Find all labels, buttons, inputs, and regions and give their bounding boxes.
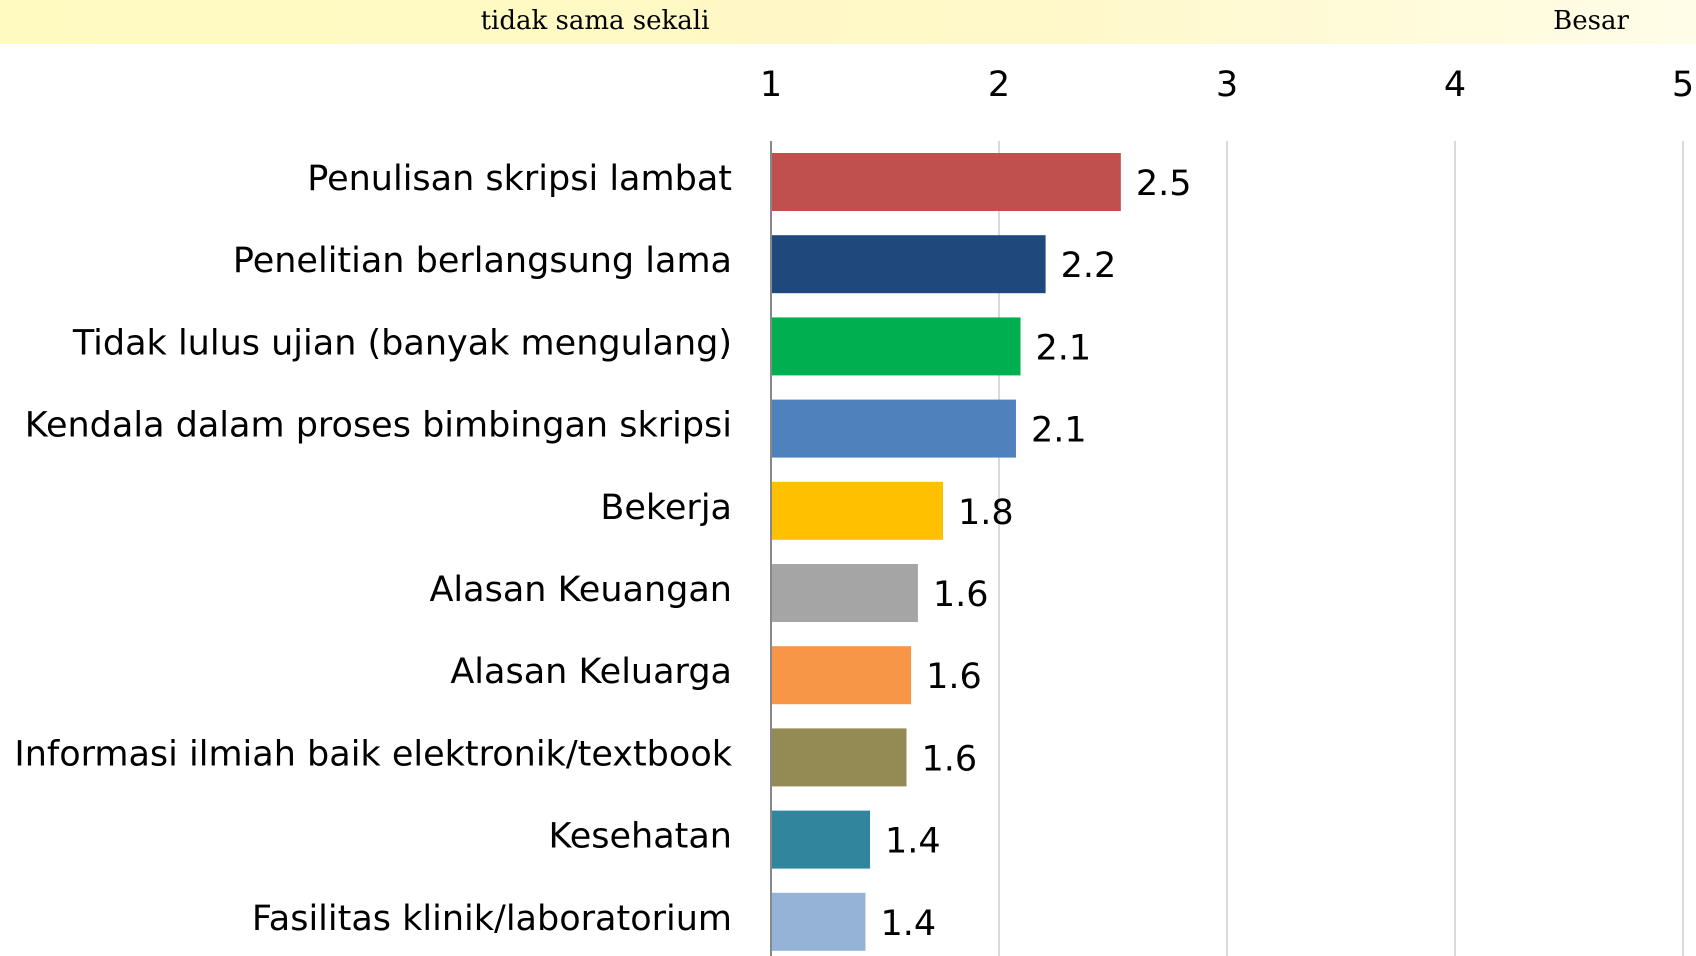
x-tick-label: 3 <box>1216 65 1238 105</box>
value-label: 1.4 <box>885 822 941 862</box>
bar <box>772 481 943 540</box>
bar <box>772 317 1021 376</box>
bar <box>772 892 866 951</box>
value-label: 2.2 <box>1061 246 1117 286</box>
category-label: Alasan Keluarga <box>450 652 732 692</box>
value-label: 1.6 <box>922 739 978 779</box>
x-tick-label: 4 <box>1444 65 1466 105</box>
category-label: Tidak lulus ujian (banyak mengulang) <box>72 323 732 363</box>
category-label: Kendala dalam proses bimbingan skripsi <box>25 406 732 446</box>
category-label: Fasilitas klinik/laboratorium <box>252 899 732 939</box>
header-band <box>0 0 1696 44</box>
x-tick-label: 5 <box>1672 65 1694 105</box>
category-label: Kesehatan <box>549 817 733 857</box>
bar <box>772 235 1046 294</box>
value-label: 1.6 <box>933 575 989 615</box>
category-label: Penelitian berlangsung lama <box>233 241 732 281</box>
value-label: 1.8 <box>958 493 1014 533</box>
bar <box>772 810 871 869</box>
bar <box>772 153 1121 211</box>
bar <box>772 646 912 705</box>
bar <box>772 728 907 787</box>
value-label: 2.1 <box>1031 411 1087 451</box>
category-label: Informasi ilmiah baik elektronik/textboo… <box>14 734 732 774</box>
value-label: 1.4 <box>880 904 936 944</box>
x-tick-label: 2 <box>988 65 1010 105</box>
value-label: 1.6 <box>926 657 982 697</box>
scale-low-label: tidak sama sekali <box>481 6 710 36</box>
category-label: Bekerja <box>600 488 732 528</box>
bar <box>772 564 918 622</box>
category-label: Alasan Keuangan <box>429 570 732 610</box>
x-tick-label: 1 <box>760 65 782 105</box>
scale-high-label: Besar <box>1553 6 1629 36</box>
value-label: 2.1 <box>1036 328 1092 368</box>
value-label: 2.5 <box>1136 164 1192 204</box>
category-label: Penulisan skripsi lambat <box>307 159 732 199</box>
bar <box>772 399 1016 458</box>
